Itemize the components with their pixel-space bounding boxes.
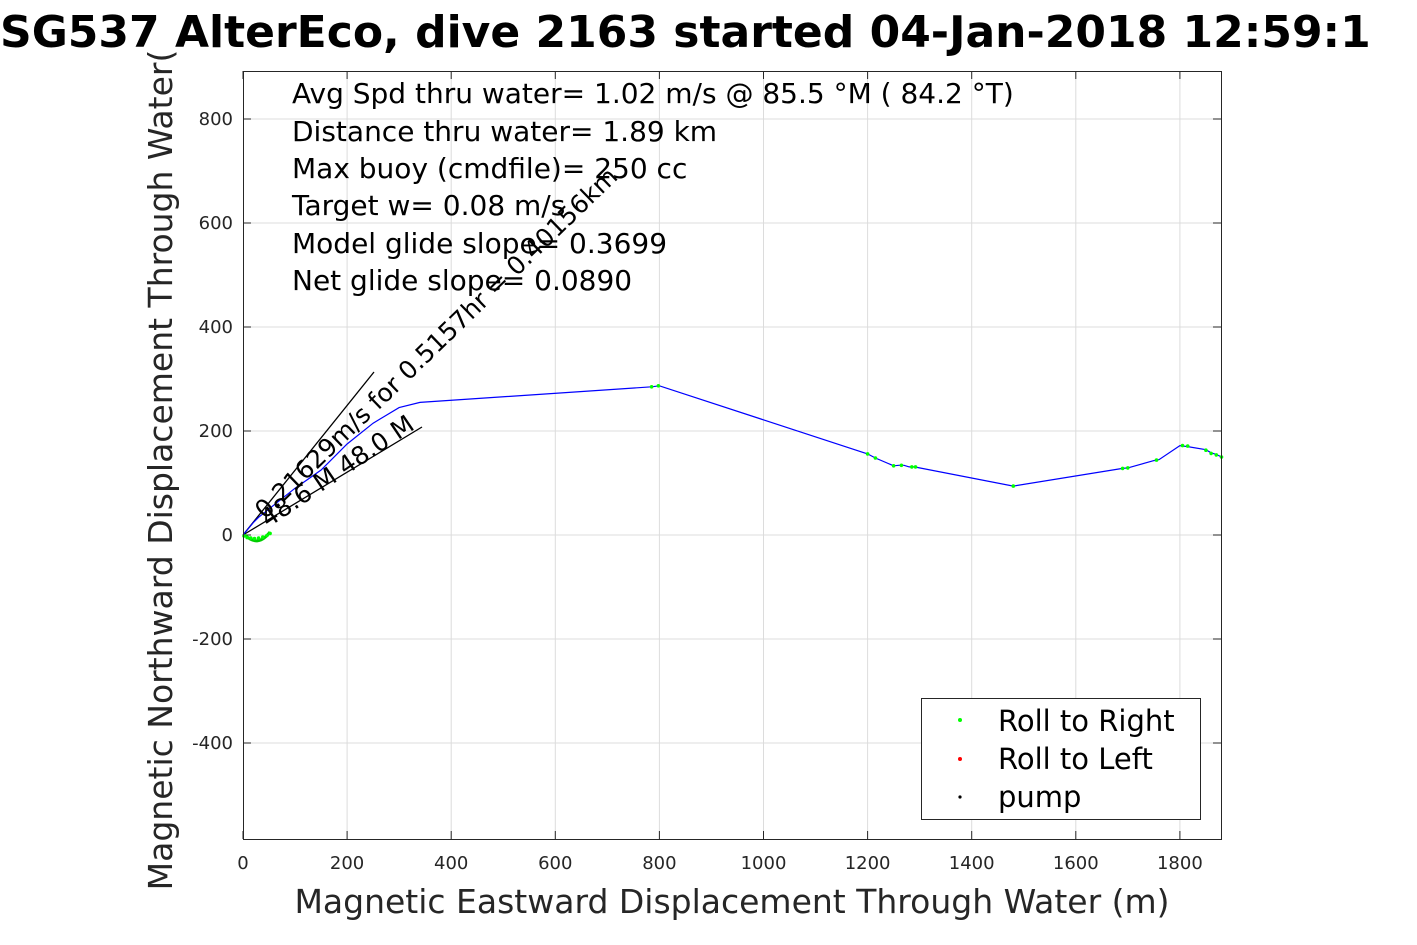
legend-marker-pump: [958, 795, 962, 799]
track-marker: [245, 535, 249, 540]
track-marker: [891, 464, 896, 468]
annotation-max-buoy: Max buoy (cmdfile)= 250 cc: [292, 152, 687, 185]
track-marker: [913, 465, 918, 469]
y-tick-label: 200: [199, 421, 233, 442]
track-marker: [1126, 466, 1130, 470]
track-marker: [1209, 451, 1213, 456]
legend-box: [921, 698, 1201, 820]
x-tick-label: 0: [237, 853, 248, 874]
x-tick-label: 1400: [949, 853, 995, 874]
annotation-block: Avg Spd thru water= 1.02 m/s @ 85.5 °M (…: [291, 77, 1014, 297]
legend-marker-roll-right: [958, 718, 962, 722]
annotation-distance: Distance thru water= 1.89 km: [292, 115, 717, 148]
track-marker: [910, 465, 914, 469]
x-tick-label: 1600: [1053, 853, 1099, 874]
track-marker: [252, 536, 257, 541]
current-arrow-line: [242, 426, 423, 536]
y-axis-ticks: -400 -200 0 200 400 600 800: [192, 109, 1221, 754]
track-marker: [873, 456, 878, 460]
x-tick-label: 400: [434, 853, 468, 874]
annotation-avg-speed: Avg Spd thru water= 1.02 m/s @ 85.5 °M (…: [292, 77, 1014, 110]
track-marker: [899, 463, 904, 468]
annotation-target-w: Target w= 0.08 m/s: [291, 189, 565, 222]
track-lines: [242, 385, 1222, 536]
x-tick-label: 1200: [845, 853, 891, 874]
x-tick-label: 800: [642, 853, 676, 874]
current-arrows: [242, 371, 423, 536]
track-marker: [656, 384, 661, 388]
x-tick-label: 600: [538, 853, 572, 874]
chart-title: SG537 AlterEco, dive 2163 started 04-Jan…: [0, 7, 1371, 58]
legend-marker-roll-left: [958, 757, 962, 761]
annotation-net-glide: Net glide slope= 0.0890: [292, 264, 632, 297]
current-arrow-line: [242, 371, 375, 536]
legend-label-roll-left: Roll to Left: [998, 742, 1153, 776]
x-axis-label: Magnetic Eastward Displacement Through W…: [294, 882, 1169, 921]
y-tick-label: 400: [199, 317, 233, 338]
legend-label-pump: pump: [998, 780, 1081, 814]
track-marker: [1204, 448, 1208, 453]
track-markers: [242, 384, 1224, 541]
track-marker: [268, 531, 272, 536]
track-marker: [261, 535, 265, 539]
legend: Roll to Right Roll to Left pump: [921, 698, 1201, 820]
y-tick-label: -200: [192, 629, 233, 650]
track-marker: [1011, 484, 1016, 488]
track-marker: [265, 533, 269, 538]
track-marker: [256, 536, 261, 540]
track-line: [242, 385, 1222, 536]
x-tick-label: 200: [330, 853, 364, 874]
annotation-model-glide: Model glide slope= 0.3699: [292, 227, 667, 260]
x-tick-label: 1000: [741, 853, 787, 874]
track-marker: [1214, 453, 1219, 457]
y-tick-label: 0: [222, 525, 233, 546]
axes-box: [243, 71, 1222, 840]
track-marker: [1120, 466, 1125, 471]
x-tick-label: 1800: [1157, 853, 1203, 874]
y-tick-label: 800: [199, 109, 233, 130]
track-marker: [1180, 443, 1185, 448]
track-marker: [649, 385, 654, 389]
track-marker: [865, 452, 870, 456]
legend-label-roll-right: Roll to Right: [998, 704, 1175, 738]
track-marker: [1185, 444, 1190, 448]
x-axis-ticks: 0 200 400 600 800 1000 1200 1400 1600 1800: [237, 71, 1203, 874]
y-tick-label: -400: [192, 733, 233, 754]
track-marker: [249, 536, 253, 540]
track-marker: [1154, 458, 1159, 462]
y-tick-label: 600: [199, 213, 233, 234]
y-axis-label: Magnetic Northward Displacement Through …: [141, 50, 180, 891]
